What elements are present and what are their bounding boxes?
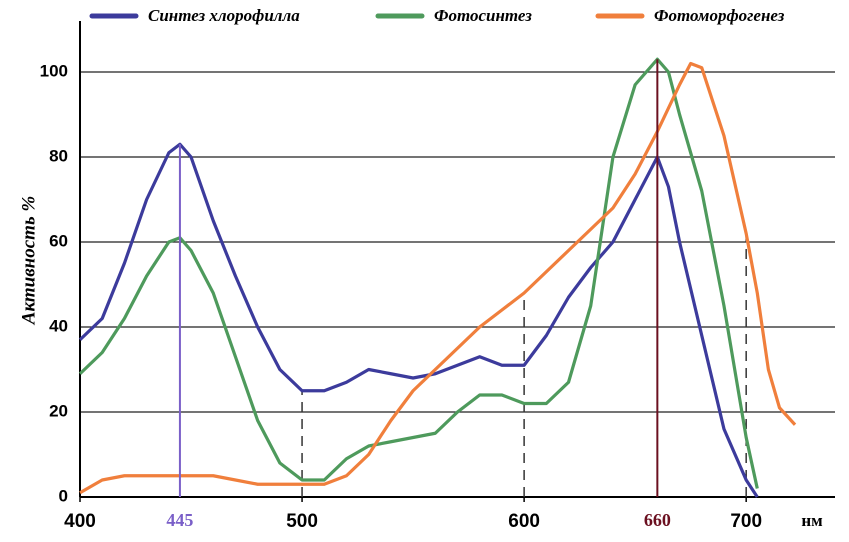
y-tick-label: 40: [49, 316, 68, 335]
highlight-label: 660: [644, 510, 671, 530]
y-tick-label: 60: [49, 231, 68, 250]
y-tick-label: 80: [49, 146, 68, 165]
series-line: [78, 57, 759, 489]
y-tick-label: 20: [49, 401, 68, 420]
legend-label: Фотоморфогенез: [654, 6, 785, 25]
y-axis-label: Активность %: [18, 196, 39, 325]
x-tick-label: 600: [508, 511, 540, 532]
x-unit-label: нм: [801, 511, 823, 530]
x-tick-label: 400: [64, 511, 96, 532]
series-line: [79, 61, 797, 495]
x-tick-label: 500: [286, 511, 318, 532]
legend-label: Синтез хлорофилла: [148, 6, 300, 25]
series-line: [78, 142, 759, 498]
x-tick-label: 700: [730, 511, 762, 532]
highlight-label: 445: [166, 510, 193, 530]
y-tick-label: 0: [59, 486, 68, 505]
legend-label: Фотосинтез: [434, 6, 532, 25]
y-tick-label: 100: [40, 61, 68, 80]
